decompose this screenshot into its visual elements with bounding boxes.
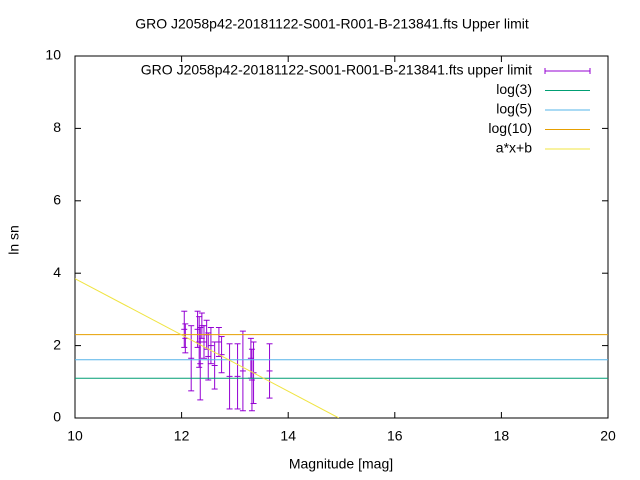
error-bar <box>207 327 214 365</box>
y-tick-label: 6 <box>53 192 61 208</box>
plot-border <box>74 55 609 419</box>
x-tick-label: 18 <box>494 428 510 444</box>
legend-label: a*x+b <box>496 140 532 156</box>
function-line <box>75 278 340 418</box>
y-tick-label: 2 <box>53 336 61 352</box>
error-bar <box>218 336 225 374</box>
x-tick-label: 14 <box>280 428 296 444</box>
legend-label: log(5) <box>496 101 532 117</box>
error-bar <box>205 332 212 381</box>
x-tick-label: 12 <box>174 428 190 444</box>
x-axis-label: Magnitude [mag] <box>289 456 393 472</box>
legend-label: log(10) <box>488 120 532 136</box>
error-bar <box>239 330 246 412</box>
error-bar <box>226 343 233 410</box>
y-tick-label: 8 <box>53 119 61 135</box>
error-bar <box>211 341 218 390</box>
legend-label: GRO J2058p42-20181122-S001-R001-B-213841… <box>141 62 532 78</box>
error-bar <box>266 343 273 399</box>
x-tick-label: 16 <box>387 428 403 444</box>
y-tick-label: 0 <box>53 409 61 425</box>
error-bar <box>197 327 204 401</box>
error-bar <box>215 327 222 357</box>
chart-title: GRO J2058p42-20181122-S001-R001-B-213841… <box>135 16 529 32</box>
error-bar <box>234 343 241 410</box>
x-tick-label: 20 <box>600 428 616 444</box>
error-bar <box>188 325 195 392</box>
x-tick-label: 10 <box>67 428 83 444</box>
y-tick-label: 10 <box>45 47 61 63</box>
error-bar <box>200 325 207 359</box>
y-axis-label: ln sn <box>6 225 22 255</box>
plot-area <box>75 278 608 418</box>
y-tick-label: 4 <box>53 264 61 280</box>
error-bar <box>181 310 188 348</box>
legend-label: log(3) <box>496 81 532 97</box>
